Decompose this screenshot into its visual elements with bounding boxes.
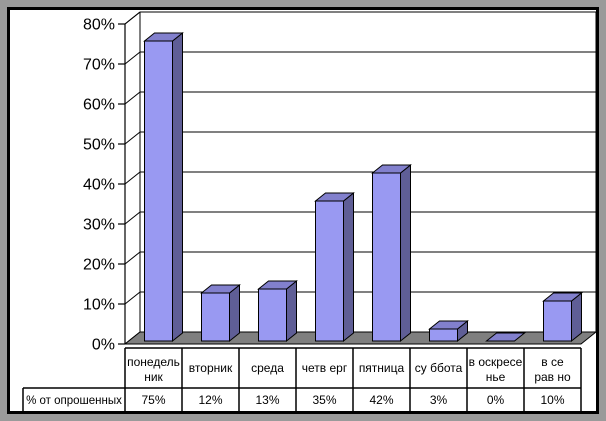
bar-col-2 bbox=[258, 288, 287, 342]
value-cell-2: 13% bbox=[255, 393, 279, 407]
y-tick-connector bbox=[124, 251, 141, 265]
bar-col-2-side bbox=[286, 279, 297, 343]
bar-col-3 bbox=[315, 200, 344, 342]
y-tick-label: 40% bbox=[83, 177, 115, 194]
bar-col-6 bbox=[485, 332, 526, 342]
value-cell-5: 3% bbox=[430, 393, 448, 407]
series-header-cell: % от опрошенных bbox=[26, 395, 122, 407]
bar-col-1-side bbox=[229, 283, 240, 343]
chart-floor bbox=[123, 331, 596, 345]
bar-col-4 bbox=[372, 172, 401, 342]
value-cell-3: 35% bbox=[312, 393, 336, 407]
chart-panel: 0% 10% 20% 30% 40% 50% 60% 70% 80% понедель ник вто… bbox=[7, 7, 599, 414]
y-tick-label: 0% bbox=[92, 337, 115, 354]
bar-col-0 bbox=[144, 40, 173, 342]
y-tick-label: 10% bbox=[83, 297, 115, 314]
y-tick-label: 20% bbox=[83, 257, 115, 274]
category-cell-4: пятница bbox=[359, 361, 405, 375]
category-cell-6-line-0: в оскресе bbox=[469, 355, 523, 369]
category-cell-0-line-1: ник bbox=[144, 370, 163, 384]
y-tick-connector bbox=[124, 171, 141, 185]
category-cell-1: вторник bbox=[189, 361, 233, 375]
bar-col-3-side bbox=[343, 191, 354, 343]
y-tick-connector bbox=[124, 291, 141, 305]
value-cell-0: 75% bbox=[141, 393, 165, 407]
y-tick-connector bbox=[124, 211, 141, 225]
y-tick-label: 50% bbox=[83, 137, 115, 154]
category-cell-7-line-0: в се bbox=[541, 355, 564, 369]
bar-col-1 bbox=[201, 292, 230, 342]
category-cell-5: су ббота bbox=[415, 361, 463, 375]
category-cell-6-line-1: нье bbox=[486, 370, 506, 384]
value-cell-1: 12% bbox=[198, 393, 222, 407]
y-tick-label: 30% bbox=[83, 217, 115, 234]
y-tick-label: 80% bbox=[83, 17, 115, 34]
y-tick-label: 70% bbox=[83, 57, 115, 74]
bar-col-4-side bbox=[400, 163, 411, 343]
category-cell-3: четв ерг bbox=[302, 361, 348, 375]
y-tick-connector bbox=[124, 131, 141, 145]
category-cell-2: среда bbox=[251, 361, 284, 375]
bar-col-0-side bbox=[172, 31, 183, 343]
y-tick-connector bbox=[124, 51, 141, 65]
value-cell-6: 0% bbox=[487, 393, 505, 407]
category-cell-0-line-0: понедель bbox=[127, 355, 180, 369]
y-tick-connector bbox=[124, 91, 141, 105]
bar-col-7 bbox=[543, 300, 572, 342]
value-cell-4: 42% bbox=[369, 393, 393, 407]
bar-col-5 bbox=[429, 328, 458, 342]
value-cell-7: 10% bbox=[540, 393, 564, 407]
y-tick-label: 60% bbox=[83, 97, 115, 114]
y-tick-connector bbox=[124, 11, 141, 25]
category-cell-7-line-1: рав но bbox=[534, 370, 571, 384]
